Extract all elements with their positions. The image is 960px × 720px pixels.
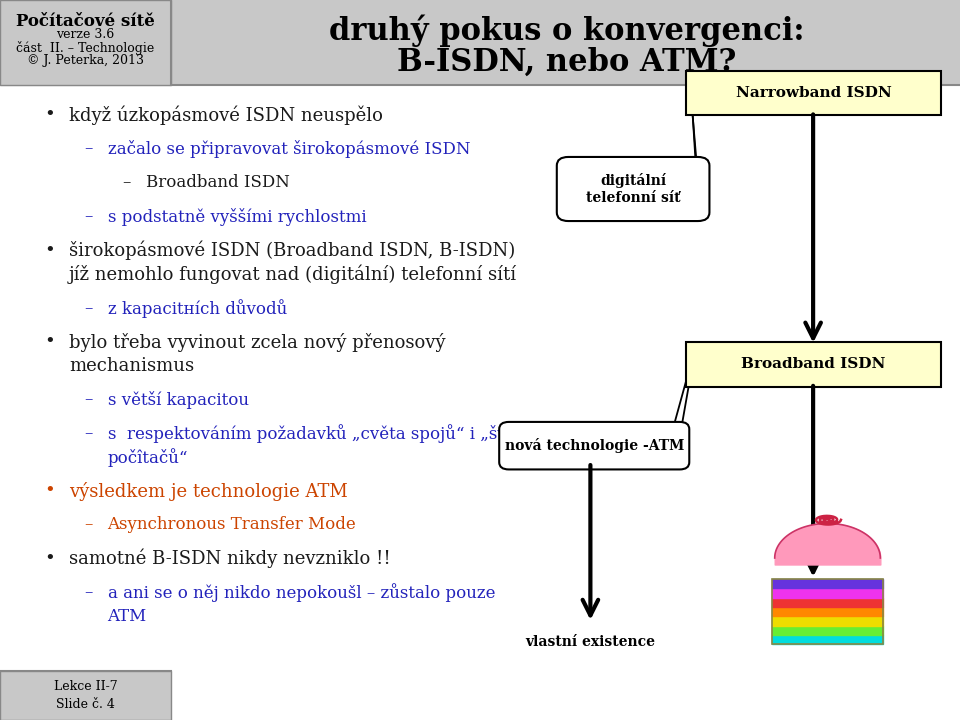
- Bar: [772, 616, 883, 626]
- Text: jíž nemohlo fungovat nad (digitální) telefonní sítí: jíž nemohlo fungovat nad (digitální) tel…: [69, 264, 517, 284]
- Text: •: •: [44, 107, 56, 124]
- Text: vlastní existence: vlastní existence: [525, 635, 656, 649]
- Text: z kapacitнích důvodů: z kapacitнích důvodů: [108, 299, 287, 318]
- Text: a ani se o něj nikdo nepokoušl – zůstalo pouze: a ani se o něj nikdo nepokoušl – zůstal…: [108, 583, 495, 602]
- Text: –: –: [84, 391, 92, 408]
- Text: •: •: [44, 242, 56, 260]
- FancyBboxPatch shape: [686, 71, 941, 115]
- FancyBboxPatch shape: [686, 342, 941, 387]
- Text: bylo třeba vyvinout zcela nový přenosový: bylo třeba vyvinout zcela nový přenosový: [69, 333, 445, 351]
- FancyBboxPatch shape: [0, 0, 960, 85]
- FancyBboxPatch shape: [0, 671, 171, 720]
- Text: –: –: [84, 300, 92, 317]
- Text: •: •: [44, 333, 56, 351]
- Text: druhý pokus o konvergenci:: druhý pokus o konvergenci:: [328, 14, 804, 48]
- Text: ATM: ATM: [108, 608, 147, 625]
- Text: výsledkem je technologie ATM: výsledkem je technologie ATM: [69, 482, 348, 500]
- Text: začalo se připravovat širokopásmové ISDN: začalo se připravovat širokopásmové ISDN: [108, 140, 470, 158]
- Bar: [772, 598, 883, 607]
- Text: Lekce II-7: Lekce II-7: [54, 680, 117, 693]
- Text: digitální
telefonní síť: digitální telefonní síť: [586, 174, 681, 204]
- Text: •: •: [44, 550, 56, 568]
- Text: –: –: [84, 208, 92, 225]
- FancyBboxPatch shape: [499, 422, 689, 469]
- Text: –: –: [84, 140, 92, 158]
- Bar: [772, 626, 883, 635]
- Bar: [772, 588, 883, 598]
- FancyBboxPatch shape: [0, 0, 171, 85]
- Text: samotné B-ISDN nikdy nevzniklo !!: samotné B-ISDN nikdy nevzniklo !!: [69, 549, 391, 569]
- Text: B-ISDN, nebo ATM?: B-ISDN, nebo ATM?: [396, 47, 736, 78]
- Text: mechanismus: mechanismus: [69, 357, 194, 375]
- Text: •: •: [44, 482, 56, 500]
- Text: část  II. – Technologie: část II. – Technologie: [16, 40, 155, 55]
- Text: Narrowband ISDN: Narrowband ISDN: [735, 86, 892, 100]
- Text: počîtačů“: počîtačů“: [108, 448, 188, 467]
- Text: Asynchronous Transfer Mode: Asynchronous Transfer Mode: [108, 516, 356, 534]
- Text: Broadband ISDN: Broadband ISDN: [146, 174, 290, 192]
- Text: Broadband ISDN: Broadband ISDN: [741, 357, 886, 372]
- Text: s podstatně vyššími rychlostmi: s podstatně vyššími rychlostmi: [108, 208, 366, 226]
- Bar: [772, 635, 883, 644]
- Text: Slide č. 4: Slide č. 4: [56, 698, 115, 711]
- Text: s větší kapacitou: s větší kapacitou: [108, 391, 249, 409]
- Text: Počítačové sítě: Počítačové sítě: [16, 13, 155, 30]
- Bar: [772, 607, 883, 616]
- Text: –: –: [84, 584, 92, 601]
- Text: nová technologie -ATM: nová technologie -ATM: [505, 438, 684, 453]
- Text: –: –: [84, 425, 92, 442]
- Text: s  respektováním požadavků „сvěta spojů“ i „švěta: s respektováním požadavků „сvěta spojů“ …: [108, 424, 533, 443]
- Text: –: –: [84, 516, 92, 534]
- Text: verze 3.6: verze 3.6: [57, 28, 114, 41]
- Text: širokopásmové ISDN (Broadband ISDN, B-ISDN): širokopásmové ISDN (Broadband ISDN, B-IS…: [69, 240, 516, 261]
- FancyBboxPatch shape: [557, 157, 709, 221]
- Bar: [772, 579, 883, 588]
- Text: –: –: [123, 174, 131, 192]
- Text: © J. Peterka, 2013: © J. Peterka, 2013: [27, 54, 144, 67]
- Text: když úzkopásmové ISDN neuspělo: když úzkopásmové ISDN neuspělo: [69, 105, 383, 125]
